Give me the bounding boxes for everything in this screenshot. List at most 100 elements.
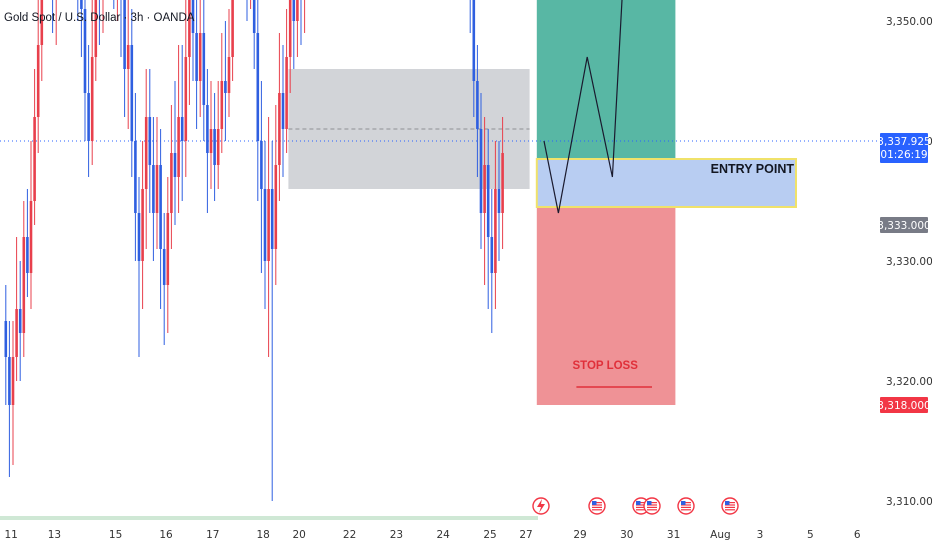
candle	[180, 45, 184, 201]
candle	[90, 0, 94, 165]
candle	[220, 33, 224, 153]
candle	[188, 0, 191, 105]
candle-body	[483, 165, 486, 213]
us-flag-icon[interactable]	[721, 497, 739, 515]
candle-body	[18, 309, 22, 333]
candle-body	[260, 141, 263, 189]
lightning-bolt	[537, 499, 545, 513]
us-flag-icon[interactable]	[677, 497, 695, 515]
candle-body	[292, 0, 296, 21]
candle	[141, 141, 144, 309]
us-flag-icon-ring	[643, 497, 661, 515]
candle-body	[170, 153, 173, 213]
candle-body	[29, 201, 33, 273]
candle-body	[252, 0, 256, 33]
stop-loss-label: STOP LOSS	[572, 360, 638, 372]
us-flag-icon-stripe	[725, 506, 735, 508]
candle	[98, 0, 100, 45]
candle-body	[90, 57, 94, 141]
candle-body	[15, 309, 18, 357]
us-flag-icon-ring	[588, 497, 606, 515]
candle	[191, 0, 195, 81]
candle-body	[11, 357, 15, 405]
us-flag-icon-stripe	[647, 509, 657, 511]
candle-body	[472, 0, 476, 81]
candle-body	[162, 249, 166, 285]
candle-body	[26, 237, 29, 273]
candle	[52, 0, 54, 33]
candle	[296, 0, 299, 57]
candle-body	[281, 93, 285, 129]
candle	[18, 261, 22, 381]
x-tick-label: 25	[483, 529, 496, 541]
candle	[166, 177, 170, 333]
us-flag-icon-stripe	[592, 504, 602, 506]
candle-body	[476, 81, 479, 129]
candle	[227, 9, 231, 117]
candle	[216, 81, 220, 189]
candle-body	[83, 9, 87, 93]
candles-layer	[4, 0, 504, 501]
candle	[476, 45, 479, 177]
candle-body	[216, 129, 220, 165]
us-flag-icon-canton	[725, 501, 730, 505]
candle	[300, 0, 302, 45]
candle-body	[177, 117, 180, 177]
candle	[36, 0, 40, 153]
candle-body	[267, 189, 270, 261]
us-flag-icon[interactable]	[643, 497, 661, 515]
candle	[15, 237, 18, 381]
candle	[270, 141, 274, 501]
time-axis-bg	[0, 516, 878, 550]
y-tick-label: 3,320.000	[886, 376, 932, 388]
candle	[116, 0, 118, 21]
us-flag-icon-canton	[592, 501, 597, 505]
us-flag-icon-stripe	[636, 509, 646, 511]
candle-body	[202, 33, 206, 105]
candle-body	[155, 165, 159, 213]
candle-body	[36, 45, 40, 117]
candle-body	[94, 0, 98, 57]
us-flag-icon-stripe	[725, 509, 735, 511]
lightning-event-icon[interactable]	[532, 497, 550, 515]
us-flag-icon[interactable]	[588, 497, 606, 515]
candle	[479, 93, 483, 249]
us-flag-icon-stripe	[592, 506, 602, 508]
candle	[494, 141, 497, 309]
candle	[292, 0, 296, 69]
candle	[152, 117, 155, 261]
x-tick-label: Aug	[710, 529, 731, 541]
candle	[123, 0, 126, 117]
candle-body	[494, 189, 497, 273]
candle-body	[33, 117, 36, 201]
us-flag-icon-stripe	[592, 502, 602, 504]
candle-body	[479, 129, 483, 213]
x-tick-label: 24	[437, 529, 451, 541]
candle	[195, 0, 198, 129]
candle	[304, 0, 306, 33]
candle	[40, 0, 44, 81]
candle	[102, 0, 104, 33]
candle-body	[198, 33, 202, 81]
candle-body	[497, 189, 501, 213]
candle	[267, 117, 270, 357]
candle	[486, 129, 490, 309]
candle	[202, 0, 206, 141]
candle-body	[285, 57, 288, 129]
x-tick-label: 13	[48, 529, 61, 541]
x-tick-label: 20	[293, 529, 306, 541]
us-flag-icon-stripe	[681, 502, 691, 504]
price-axis[interactable]: 3,310.0003,320.0003,330.0003,340.0003,35…	[877, 0, 932, 550]
candle-body	[195, 33, 198, 81]
candle	[120, 0, 122, 57]
time-axis[interactable]: 11 13 15 16 17 18 20 22 23 24 25 27 29 30 31 Aug 3 5 6	[0, 516, 878, 550]
candle	[497, 141, 501, 261]
us-flag-icon-stripe	[681, 509, 691, 511]
candle	[256, 0, 260, 201]
candle	[22, 201, 26, 357]
candle	[29, 141, 33, 309]
candle	[260, 81, 263, 273]
